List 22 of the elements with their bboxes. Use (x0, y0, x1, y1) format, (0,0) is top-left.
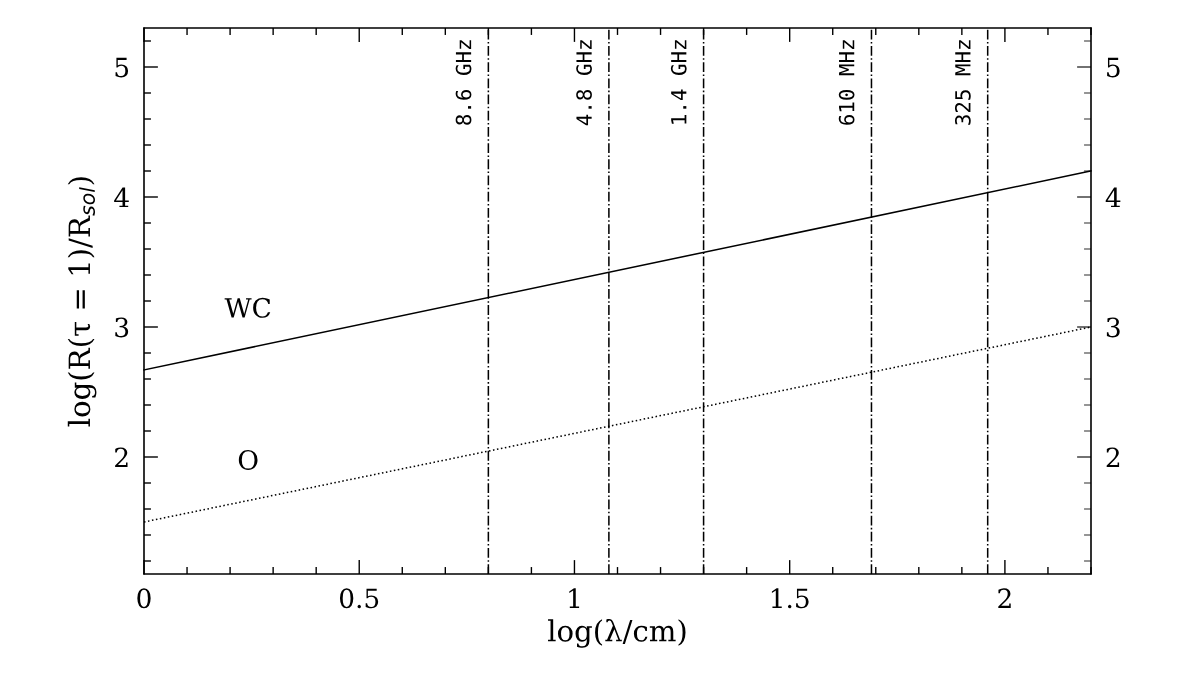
x-tick-label: 2 (998, 588, 1011, 608)
ref-line-label: 8.6 GHz (455, 40, 472, 125)
y2-tick-label: 2 (1106, 447, 1120, 468)
x-tick-label: 1 (569, 588, 580, 608)
y-axis-title: log(R(τ = 1)/R$_{sol}$) (67, 177, 97, 427)
x-tick-label: 0.5 (339, 588, 379, 609)
ref-line-label: 325 MHz (954, 40, 971, 125)
series-label: O (238, 449, 258, 470)
ref-line-label: 1.4 GHz (670, 40, 687, 124)
y2-tick-label: 4 (1105, 187, 1121, 208)
series-label: WC (224, 297, 271, 318)
x-tick-label: 0 (137, 588, 151, 609)
x-tick-label: 1.5 (771, 588, 809, 609)
y-tick-label: 5 (115, 57, 129, 78)
y2-tick-label: 3 (1106, 317, 1120, 338)
y2-tick-label: 5 (1107, 57, 1120, 78)
y-tick-label: 3 (115, 317, 129, 338)
ref-line-label: 610 MHz (838, 40, 855, 125)
ref-line-label: 4.8 GHz (576, 40, 592, 126)
y-tick-label: 4 (114, 187, 129, 208)
x-axis-title: log(λ/cm) (548, 618, 686, 648)
y-tick-label: 2 (115, 447, 128, 468)
